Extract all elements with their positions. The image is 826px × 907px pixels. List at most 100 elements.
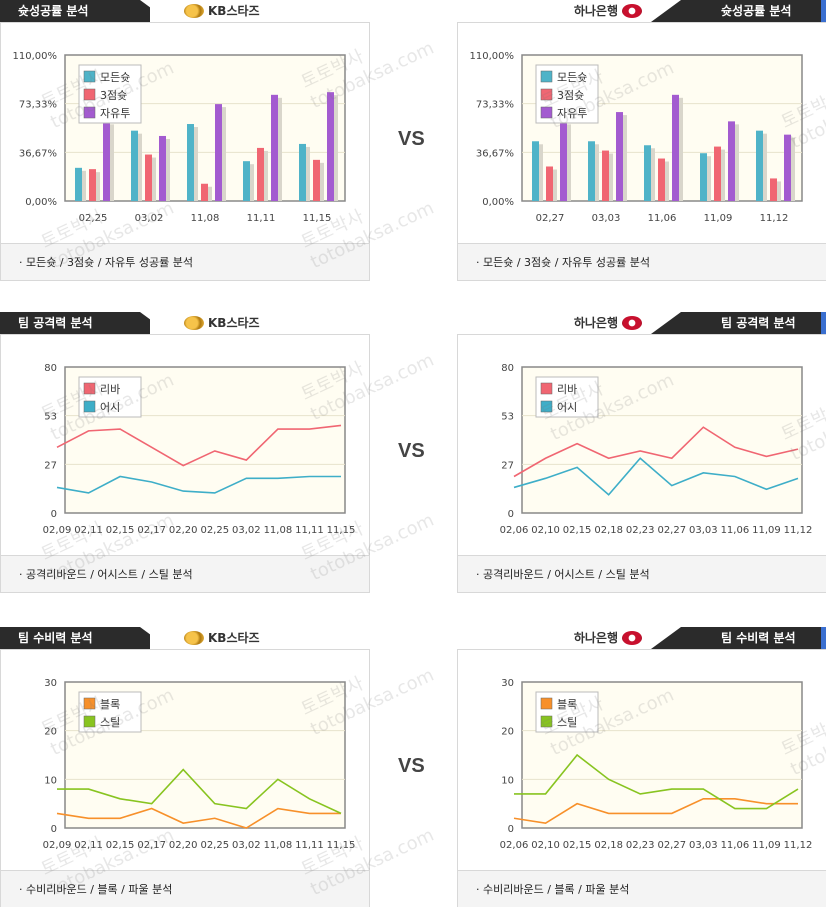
y-tick-label: 73,33% bbox=[19, 100, 57, 111]
bar bbox=[89, 169, 96, 201]
y-tick-label: 27 bbox=[501, 460, 514, 471]
analysis-section: 팀 공격력 분석 KB스타즈 팀 공격력 분석 하나은행 0 27 53 80 02,09 02,… bbox=[0, 312, 826, 612]
panel-footer-left: · 공격리바운드 / 어시스트 / 스틸 분석 bbox=[0, 555, 370, 593]
x-tick-label: 02,20 bbox=[169, 525, 198, 536]
x-tick-label: 02,25 bbox=[200, 840, 229, 851]
team-label: KB스타즈 bbox=[208, 631, 260, 645]
section-header-right: 팀 공격력 분석 bbox=[646, 312, 826, 334]
legend-swatch bbox=[83, 88, 96, 101]
bar-shadow bbox=[564, 124, 571, 201]
y-tick-label: 20 bbox=[501, 727, 514, 738]
panel-footer-left: · 모든슛 / 3점슛 / 자유투 성공률 분석 bbox=[0, 243, 370, 281]
bar-shadow bbox=[163, 138, 170, 201]
legend-label: 리바 bbox=[100, 383, 120, 396]
y-tick-label: 73,33% bbox=[476, 100, 514, 111]
bar-shadow bbox=[275, 97, 282, 201]
panel-footer-left: · 수비리바운드 / 블록 / 파울 분석 bbox=[0, 870, 370, 907]
bar bbox=[728, 121, 735, 201]
chart-panel-right: 0,00% 36,67% 73,33% 110,00% 02,27 03,03 11,06 1… bbox=[457, 22, 826, 260]
bar bbox=[770, 178, 777, 201]
panel-footer-right: · 수비리바운드 / 블록 / 파울 분석 bbox=[457, 870, 826, 907]
legend-swatch bbox=[540, 106, 553, 119]
y-tick-label: 0 bbox=[508, 824, 514, 835]
x-tick-label: 11,09 bbox=[752, 525, 781, 536]
bar bbox=[756, 130, 763, 201]
team-name-right: 하나은행 bbox=[574, 629, 646, 646]
chart-panel-right: 0 10 20 30 02,06 02,10 02,15 02,18 02,23 02,27 03,… bbox=[457, 649, 826, 887]
legend-swatch bbox=[540, 697, 553, 710]
section-title: 팀 수비력 분석 bbox=[651, 627, 826, 649]
legend-swatch bbox=[540, 715, 553, 728]
x-tick-label: 03,03 bbox=[689, 525, 718, 536]
bar bbox=[145, 154, 152, 201]
legend-label: 3점슛 bbox=[557, 89, 584, 102]
bar-shadow bbox=[662, 161, 669, 201]
footer-label: 모든슛 / 3점슛 / 자유투 성공률 분석 bbox=[483, 256, 650, 269]
series-line bbox=[514, 753, 799, 810]
x-tick-label: 11,06 bbox=[648, 213, 677, 224]
footer-label: 수비리바운드 / 블록 / 파울 분석 bbox=[483, 883, 630, 896]
legend-swatch bbox=[83, 106, 96, 119]
section-title: 슛성공률 분석 bbox=[0, 0, 150, 22]
chart-panel-right: 0 27 53 80 02,06 02,10 02,15 02,18 02,23 02,27 03,… bbox=[457, 334, 826, 572]
x-tick-label: 02,18 bbox=[594, 525, 623, 536]
bar bbox=[532, 141, 539, 201]
bar-shadow bbox=[135, 133, 142, 201]
bar-shadow bbox=[676, 97, 683, 201]
vs-label: VS bbox=[398, 128, 425, 150]
x-tick-label: 02,11 bbox=[74, 840, 103, 851]
bar bbox=[658, 158, 665, 201]
y-tick-label: 0 bbox=[51, 824, 57, 835]
x-tick-label: 11,12 bbox=[760, 213, 789, 224]
x-tick-label: 11,08 bbox=[191, 213, 220, 224]
bar bbox=[131, 130, 138, 201]
y-tick-label: 30 bbox=[501, 678, 514, 689]
legend-label: 블록 bbox=[100, 698, 120, 711]
vs-label: VS bbox=[398, 440, 425, 462]
series-line bbox=[56, 475, 341, 494]
y-tick-label: 30 bbox=[44, 678, 57, 689]
bar bbox=[602, 150, 609, 201]
section-header-left: 슛성공률 분석 bbox=[0, 0, 180, 22]
series-line bbox=[513, 457, 799, 496]
legend-swatch bbox=[540, 88, 553, 101]
legend-label: 자유투 bbox=[100, 107, 130, 120]
legend-swatch bbox=[83, 400, 96, 413]
footer-text: · 수비리바운드 / 블록 / 파울 분석 bbox=[19, 883, 172, 896]
x-tick-label: 02,18 bbox=[594, 840, 623, 851]
bar bbox=[299, 143, 306, 201]
footer-text: · 모든슛 / 3점슛 / 자유투 성공률 분석 bbox=[19, 256, 193, 269]
accent-stripe bbox=[821, 312, 826, 334]
vs-label: VS bbox=[398, 755, 425, 777]
section-title: 슛성공률 분석 bbox=[651, 0, 826, 22]
x-tick-label: 03,02 bbox=[232, 525, 261, 536]
analysis-section: 팀 수비력 분석 KB스타즈 팀 수비력 분석 하나은행 0 10 20 30 02,09 02,… bbox=[0, 627, 826, 907]
kb-stars-logo-icon bbox=[184, 630, 204, 645]
bar-shadow bbox=[592, 144, 599, 201]
x-tick-label: 02,09 bbox=[43, 840, 72, 851]
x-tick-label: 11,08 bbox=[264, 840, 293, 851]
y-tick-label: 10 bbox=[44, 775, 57, 786]
analysis-section: 슛성공률 분석 KB스타즈 슛성공률 분석 하나은행 0,00% 36,67% 73,33%… bbox=[0, 0, 826, 300]
x-tick-label: 03,03 bbox=[592, 213, 621, 224]
x-tick-label: 11,11 bbox=[295, 840, 324, 851]
section-title: 팀 공격력 분석 bbox=[651, 312, 826, 334]
bar bbox=[714, 146, 721, 201]
bullet: · bbox=[476, 568, 483, 581]
y-tick-label: 0 bbox=[51, 509, 57, 520]
y-tick-label: 36,67% bbox=[19, 148, 57, 159]
bullet: · bbox=[19, 568, 26, 581]
bar bbox=[644, 145, 651, 201]
bar-shadow bbox=[331, 95, 338, 201]
bar bbox=[327, 92, 334, 201]
footer-label: 공격리바운드 / 어시스트 / 스틸 분석 bbox=[26, 568, 193, 581]
x-tick-label: 11,06 bbox=[721, 525, 750, 536]
x-tick-label: 03,03 bbox=[689, 840, 718, 851]
bar-shadow bbox=[191, 127, 198, 201]
y-tick-label: 10 bbox=[501, 775, 514, 786]
legend-swatch bbox=[540, 400, 553, 413]
bar bbox=[616, 112, 623, 201]
